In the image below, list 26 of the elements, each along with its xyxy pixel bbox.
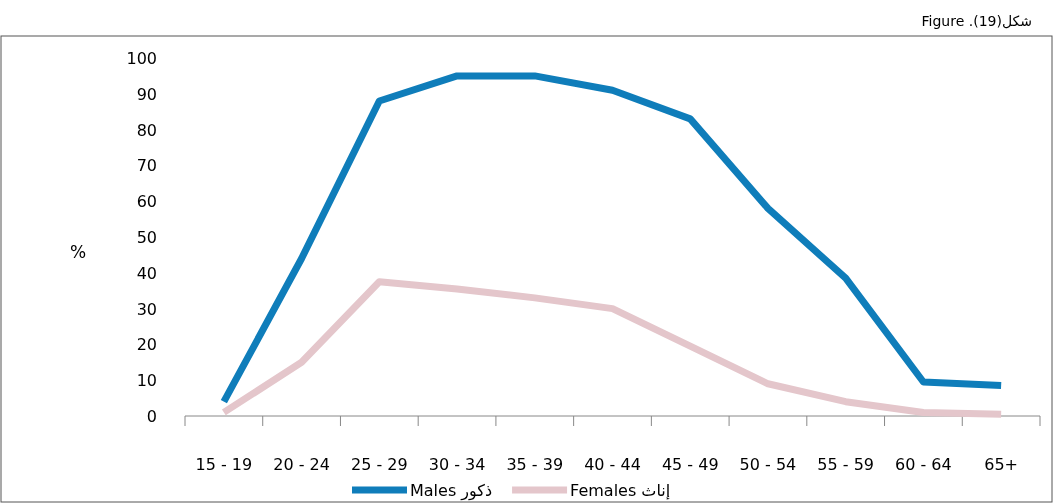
x-tick-label: 55 - 59	[817, 455, 875, 474]
legend-label: Females إناث	[570, 481, 671, 500]
y-tick-label: 80	[136, 120, 157, 140]
x-tick-label: 45 - 49	[661, 455, 719, 474]
x-tick-label: 30 - 34	[428, 455, 486, 474]
x-tick-label: 60 - 64	[895, 455, 952, 474]
x-tick-label: 25 - 29	[350, 455, 408, 474]
y-tick-label: 90	[136, 84, 157, 104]
y-tick-label: 30	[136, 299, 157, 319]
x-tick-label: 20 - 24	[273, 455, 330, 474]
chart-title: Figure .(19)شكل	[921, 13, 1032, 29]
y-tick-label: 100	[126, 49, 157, 68]
y-tick-label: 40	[136, 263, 157, 283]
x-tick-label: 15 - 19	[195, 455, 253, 474]
y-tick-label: 20	[136, 335, 157, 355]
y-tick-label: 70	[136, 156, 157, 176]
x-tick-label: 50 - 54	[739, 455, 797, 474]
y-tick-label: 60	[136, 192, 157, 212]
x-tick-label: 40 - 44	[584, 455, 641, 474]
x-tick-label: 65+	[984, 455, 1019, 474]
y-tick-label: 0	[146, 407, 157, 426]
x-tick-label: 35 - 39	[506, 455, 564, 474]
y-tick-label: 50	[136, 228, 157, 247]
y-axis-title: %	[69, 242, 87, 262]
legend-label: Males ذكور	[410, 481, 493, 501]
y-tick-label: 10	[136, 371, 157, 391]
